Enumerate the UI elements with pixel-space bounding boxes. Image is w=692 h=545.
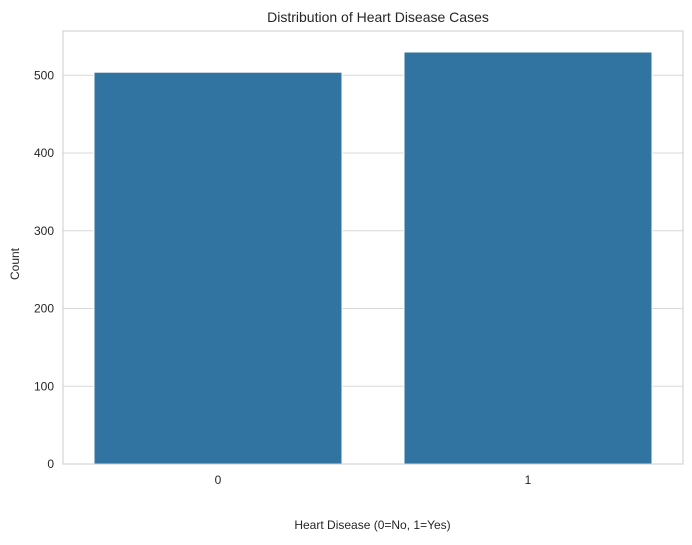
y-tick-label: 0 [47,457,54,471]
x-tick-label: 0 [215,473,222,487]
x-tick-label: 1 [525,473,532,487]
plot-area-frame [62,30,684,465]
y-tick-label: 100 [34,379,54,393]
bar-0 [93,71,343,465]
y-tick-label: 300 [34,224,54,238]
y-tick-label: 400 [34,146,54,160]
y-tick-label: 500 [34,68,54,82]
y-tick-label: 200 [34,302,54,316]
bar-1 [403,51,653,465]
y-axis-label: Count [8,247,22,280]
bars [93,51,653,465]
x-axis-label: Heart Disease (0=No, 1=Yes) [294,518,450,532]
chart-title: Distribution of Heart Disease Cases [267,9,489,25]
y-tick-labels: 0 100 200 300 400 500 [34,68,54,471]
